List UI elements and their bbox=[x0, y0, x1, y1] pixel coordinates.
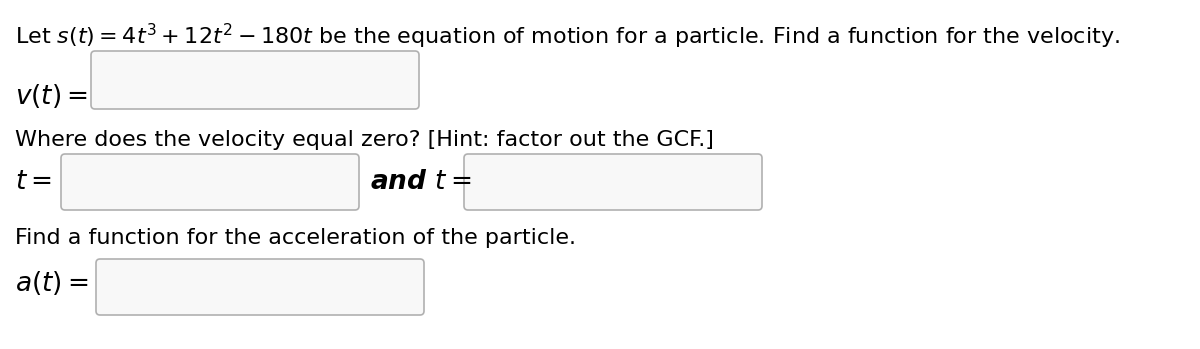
Text: and $t =$: and $t =$ bbox=[370, 169, 472, 195]
Text: $a(t) =$: $a(t) =$ bbox=[14, 269, 89, 297]
FancyBboxPatch shape bbox=[91, 51, 419, 109]
FancyBboxPatch shape bbox=[61, 154, 359, 210]
Text: $v(t) =$: $v(t) =$ bbox=[14, 82, 88, 110]
Text: Let $s(t) = 4t^3 + 12t^2 - 180t$ be the equation of motion for a particle. Find : Let $s(t) = 4t^3 + 12t^2 - 180t$ be the … bbox=[14, 22, 1120, 51]
Text: Find a function for the acceleration of the particle.: Find a function for the acceleration of … bbox=[14, 228, 576, 248]
Text: $t =$: $t =$ bbox=[14, 169, 52, 195]
Text: Where does the velocity equal zero? [Hint: factor out the GCF.]: Where does the velocity equal zero? [Hin… bbox=[14, 130, 714, 150]
FancyBboxPatch shape bbox=[96, 259, 424, 315]
FancyBboxPatch shape bbox=[464, 154, 762, 210]
